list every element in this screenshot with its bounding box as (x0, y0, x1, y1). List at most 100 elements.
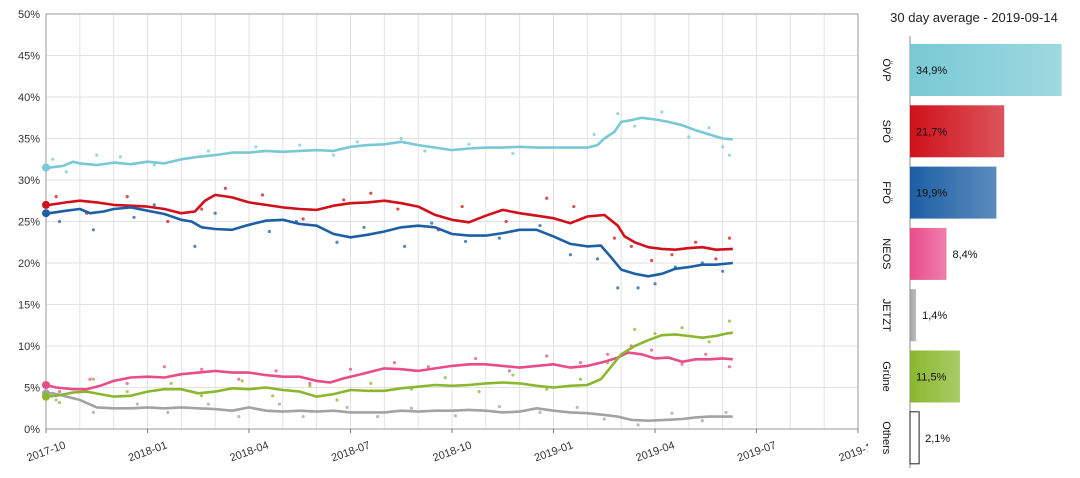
poll-point-gruene (308, 384, 312, 388)
bar-value-label: 11,5% (916, 372, 947, 384)
party-label: Grüne (880, 361, 892, 392)
x-tick-label: 2018-07 (330, 439, 372, 464)
y-tick-label: 50% (18, 9, 40, 21)
bar-3 (910, 227, 947, 280)
poll-point-spoe (369, 191, 373, 195)
x-tick-label: 2018-01 (127, 439, 169, 464)
trend-line-spoe (46, 193, 733, 251)
start-marker-neos (42, 381, 50, 390)
bar-6 (909, 411, 920, 465)
poll-point-gruene (369, 381, 373, 385)
poll-point-spoe (650, 258, 654, 263)
y-tick-label: 20% (18, 258, 40, 270)
poll-point-oevp (727, 153, 732, 157)
poll-point-oevp (511, 151, 515, 156)
poll-point-jetzt (237, 414, 241, 419)
poll-point-jetzt (375, 414, 380, 419)
poll-point-spoe (396, 207, 400, 211)
poll-point-gruene (707, 340, 711, 344)
poll-point-jetzt (636, 423, 640, 427)
poll-point-spoe (223, 186, 227, 190)
poll-point-oevp (687, 135, 691, 139)
poll-point-spoe (694, 240, 698, 244)
poll-point-spoe (301, 217, 305, 221)
y-tick-label: 40% (18, 92, 40, 104)
x-tick-label: 2018-04 (228, 439, 270, 464)
y-tick-label: 0% (24, 424, 40, 436)
x-tick-label: 2019-10 (837, 439, 868, 464)
poll-point-fpoe (403, 244, 407, 248)
bar-5 (910, 350, 960, 403)
poll-point-spoe (504, 219, 508, 224)
party-label: ÖVP (880, 58, 892, 81)
poll-point-oevp (467, 142, 471, 146)
x-tick-label: 2019-04 (634, 439, 676, 464)
poll-point-spoe (166, 219, 170, 224)
poll-point-gruene (545, 387, 549, 391)
average-bar-chart: 30 day average - 2019-09-14 ÖVP 34,9% SPÖ 21… (880, 10, 1062, 468)
poll-point-neos (507, 369, 512, 373)
poll-point-neos (392, 361, 397, 365)
poll-point-fpoe (568, 253, 573, 257)
poll-point-neos (578, 361, 583, 365)
party-label: NEOS (880, 238, 892, 269)
poll-point-neos (88, 377, 92, 381)
poll-point-neos (348, 367, 353, 371)
bar-4 (910, 289, 917, 342)
poll-point-oevp (118, 155, 123, 159)
poll-point-oevp (51, 157, 55, 161)
poll-point-neos (308, 381, 312, 385)
poll-point-jetzt (602, 417, 606, 421)
poll-point-fpoe (463, 239, 468, 244)
poll-point-oevp (616, 112, 620, 116)
poll-point-oevp (95, 153, 99, 157)
poll-point-spoe (629, 244, 633, 248)
poll-point-gruene (727, 319, 732, 323)
poll-point-spoe (714, 257, 718, 261)
y-tick-label: 25% (18, 217, 40, 229)
poll-point-gruene (443, 375, 447, 380)
poll-point-spoe (572, 204, 576, 209)
poll-point-fpoe (91, 228, 95, 232)
poll-point-jetzt (670, 411, 674, 415)
poll-point-spoe (727, 236, 732, 240)
poll-point-spoe (260, 193, 265, 197)
poll-point-spoe (545, 196, 549, 200)
poll-point-jetzt (166, 410, 170, 414)
poll-point-gruene (653, 331, 657, 336)
x-tick-label: 2019-01 (533, 439, 575, 464)
poll-point-spoe (125, 195, 129, 199)
trend-line-fpoe (46, 206, 733, 278)
poll-point-jetzt (497, 404, 501, 409)
poll-point-fpoe (152, 203, 156, 207)
bar-value-label: 21,7% (916, 126, 947, 138)
poll-point-fpoe (616, 286, 620, 290)
poll-point-fpoe (132, 215, 136, 219)
bar-value-label: 34,9% (916, 65, 947, 77)
party-label: SPÖ (880, 120, 892, 144)
poll-point-neos (545, 354, 549, 358)
poll-point-oevp (64, 170, 68, 174)
poll-point-oevp (721, 145, 725, 149)
poll-point-neos (704, 352, 708, 356)
start-marker-spoe (42, 200, 50, 209)
poll-point-spoe (200, 207, 204, 211)
start-marker-gruene (42, 392, 50, 401)
y-tick-label: 5% (24, 383, 40, 395)
bar-value-label: 1,4% (922, 310, 947, 322)
poll-point-fpoe (362, 225, 366, 229)
trend-line-oevp (46, 116, 733, 169)
poll-point-neos (274, 369, 278, 373)
poll-point-gruene (633, 327, 637, 331)
poll-point-neos (57, 390, 62, 394)
poll-point-oevp (592, 132, 596, 136)
poll-point-gruene (169, 381, 173, 385)
poll-point-fpoe (193, 244, 197, 248)
poll-point-neos (426, 365, 430, 369)
poll-point-oevp (707, 126, 711, 130)
poll-point-jetzt (575, 405, 579, 410)
trend-line-gruene (45, 331, 733, 398)
poll-point-neos (125, 381, 129, 385)
poll-point-neos (727, 365, 732, 369)
